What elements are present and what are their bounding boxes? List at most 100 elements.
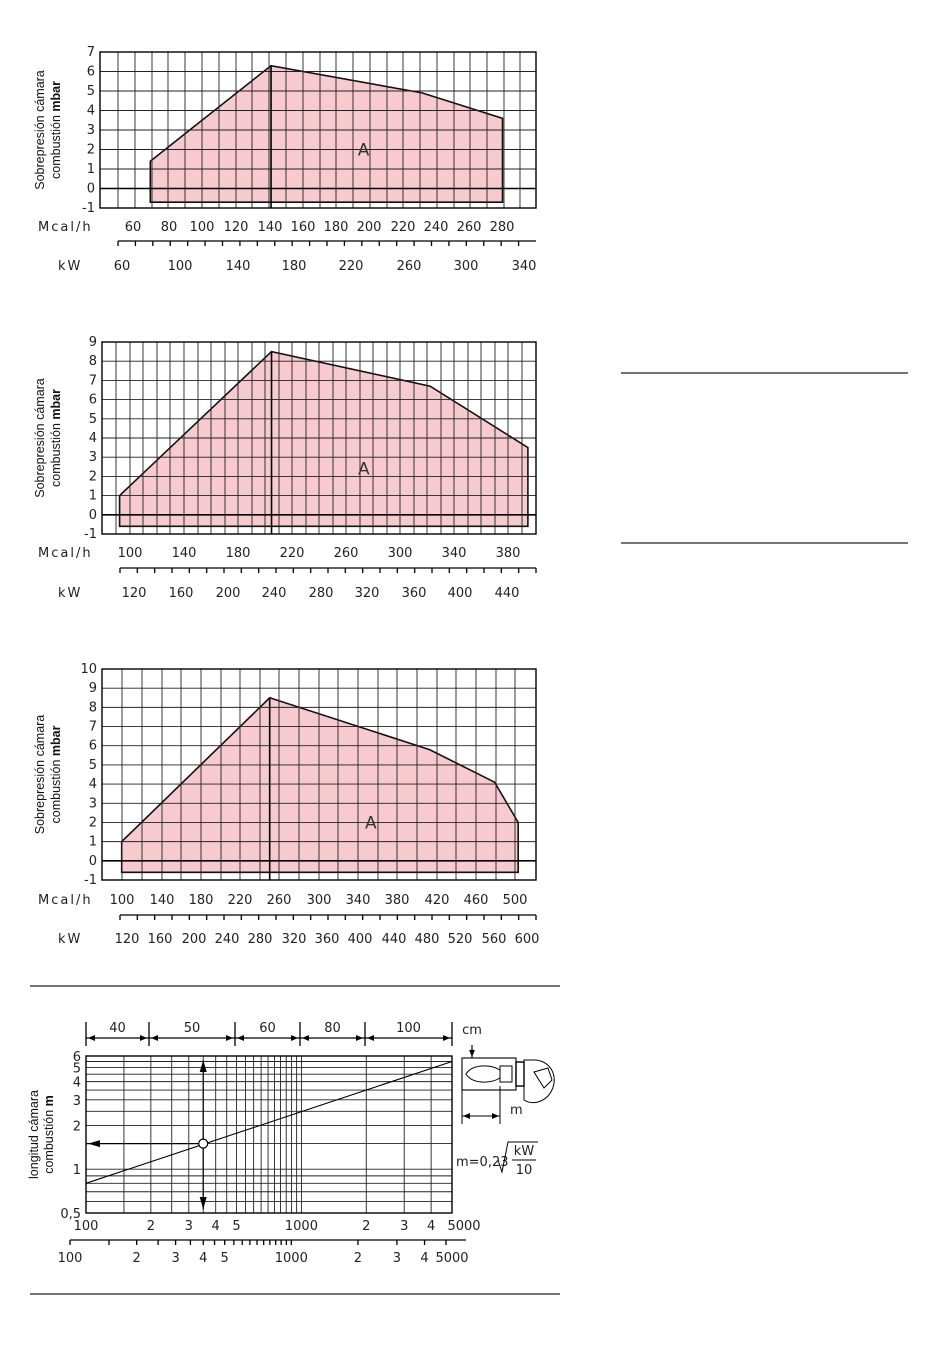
mcal-tick-label: 100 xyxy=(190,220,215,235)
operating-range-area xyxy=(149,64,504,203)
m-label: m xyxy=(510,1103,523,1118)
y-tick-label: 9 xyxy=(89,681,97,696)
y-axis-title-line1: Sobrepresión cámara xyxy=(33,715,47,835)
kw-tick-label: 120 xyxy=(115,932,140,947)
kw-tick-label: 480 xyxy=(415,932,440,947)
mcal-tick-label: 180 xyxy=(226,546,251,561)
kw-tick-label: 180 xyxy=(282,259,307,274)
log-x-tick-label: 3 xyxy=(400,1219,408,1234)
y-tick-label: 0 xyxy=(89,508,97,523)
kw-tick-label: 60 xyxy=(114,259,131,274)
mcal-tick-label: 140 xyxy=(258,220,283,235)
mcal-tick-label: 100 xyxy=(118,546,143,561)
y-tick-label: 7 xyxy=(89,373,97,388)
mcal-tick-label: 60 xyxy=(125,220,142,235)
log-x2-tick-label: 4 xyxy=(199,1251,207,1266)
mcal-tick-label: 220 xyxy=(391,220,416,235)
y-axis-unit: mbar xyxy=(49,389,63,420)
kw-tick-label: 560 xyxy=(482,932,507,947)
log-y-title-line1: longitud cámara xyxy=(27,1090,41,1179)
log-y-tick-label: 3 xyxy=(73,1094,81,1109)
y-axis-title-text: combustión xyxy=(49,112,63,179)
kw-tick-label: 280 xyxy=(248,932,273,947)
kw-tick-label: 100 xyxy=(168,259,193,274)
length-trend-line xyxy=(85,1060,453,1184)
log-y-tick-label: 5 xyxy=(73,1062,81,1077)
mcal-tick-label: 340 xyxy=(346,893,371,908)
mcal-tick-label: 200 xyxy=(357,220,382,235)
mcal-tick-label: 160 xyxy=(291,220,316,235)
flame-icon xyxy=(465,1065,501,1083)
log-plot-frame xyxy=(85,1055,453,1214)
log-x2-tick-label: 5000 xyxy=(435,1251,468,1266)
formula-text: m=0,23 xyxy=(456,1155,509,1170)
y-axis-unit: mbar xyxy=(49,725,63,756)
y-axis-title-line2: combustión mbar xyxy=(49,725,63,823)
mcal-tick-label: 300 xyxy=(388,546,413,561)
kw-tick-label: 320 xyxy=(282,932,307,947)
formula-denominator: 10 xyxy=(516,1163,533,1178)
y-axis-title-line1: Sobrepresión cámara xyxy=(33,70,47,190)
y-axis-title-text: combustión xyxy=(49,420,63,487)
cm-arrow-right-icon xyxy=(140,1035,147,1041)
formula-numerator: kW xyxy=(514,1144,535,1159)
mcal-tick-label: 220 xyxy=(280,546,305,561)
kw-tick-label: 280 xyxy=(309,586,334,601)
mcal-tick-label: 300 xyxy=(307,893,332,908)
y-axis-unit: mbar xyxy=(49,81,63,112)
log-y-tick-label: 6 xyxy=(73,1050,81,1065)
cm-tick-label: 60 xyxy=(259,1021,276,1036)
mcal-tick-label: 240 xyxy=(424,220,449,235)
chamber-rect xyxy=(461,1057,517,1091)
y-tick-label: 2 xyxy=(87,143,95,158)
mcal-tick-label: 380 xyxy=(385,893,410,908)
kw-tick-label: 400 xyxy=(348,932,373,947)
kw-tick-label: 440 xyxy=(382,932,407,947)
y-tick-label: 6 xyxy=(87,65,95,80)
operating-range-area xyxy=(118,350,529,528)
kw-tick-label: 400 xyxy=(448,586,473,601)
kw-tick-label: 360 xyxy=(402,586,427,601)
cm-arrow-left-icon xyxy=(237,1035,244,1041)
y-tick-label: 4 xyxy=(87,104,95,119)
kw-tick-label: 520 xyxy=(448,932,473,947)
mcal-tick-label: 280 xyxy=(490,220,515,235)
flange-rect xyxy=(515,1061,525,1087)
y-tick-label: 1 xyxy=(87,162,95,177)
cm-arrow-right-icon xyxy=(226,1035,233,1041)
kw-tick-label: 300 xyxy=(454,259,479,274)
mcal-tick-label: 180 xyxy=(189,893,214,908)
y-tick-label: 5 xyxy=(87,84,95,99)
kw-tick-label: 320 xyxy=(355,586,380,601)
cm-arrow-left-icon xyxy=(367,1035,374,1041)
log-y-title-line2: combustión m xyxy=(42,1095,56,1174)
y-axis-title-line1: Sobrepresión cámara xyxy=(33,378,47,498)
arrow-left-icon xyxy=(88,1140,100,1148)
m-arrow-right-icon xyxy=(492,1113,499,1119)
pressure-chart-3: -1 0 1 2 3 4 5 6 7 8 9 10 Sobrepresión cámara combust… xyxy=(33,662,539,947)
mcal-tick-label: 140 xyxy=(172,546,197,561)
log-x2-tick-label: 2 xyxy=(132,1251,140,1266)
burner-diagram: m xyxy=(461,1045,555,1124)
mcal-tick-label: 100 xyxy=(110,893,135,908)
cm-tick-label: 100 xyxy=(396,1021,421,1036)
log-x2-tick-label: 100 xyxy=(58,1251,83,1266)
mcal-tick-label: 80 xyxy=(161,220,178,235)
y-tick-label: 6 xyxy=(89,393,97,408)
pressure-chart-1: -1 0 1 2 3 4 5 6 7 Sobrepresión cámara combustión … xyxy=(33,45,537,274)
kw-tick-label: 440 xyxy=(495,586,520,601)
y-tick-label: 0 xyxy=(87,182,95,197)
kw-tick-label: 240 xyxy=(215,932,240,947)
zone-label-a: A xyxy=(358,141,370,161)
mcal-tick-label: 260 xyxy=(334,546,359,561)
kw-tick-label: 160 xyxy=(169,586,194,601)
y-tick-label: 4 xyxy=(89,777,97,792)
burner-body-icon xyxy=(523,1059,555,1104)
y-tick-label: 3 xyxy=(89,796,97,811)
log-x-tick-label: 4 xyxy=(427,1219,435,1234)
log-x-tick-label: 5000 xyxy=(447,1219,480,1234)
y-tick-label: 8 xyxy=(89,700,97,715)
log-x-tick-label: 5 xyxy=(232,1219,240,1234)
cm-unit-label: cm xyxy=(462,1023,482,1038)
